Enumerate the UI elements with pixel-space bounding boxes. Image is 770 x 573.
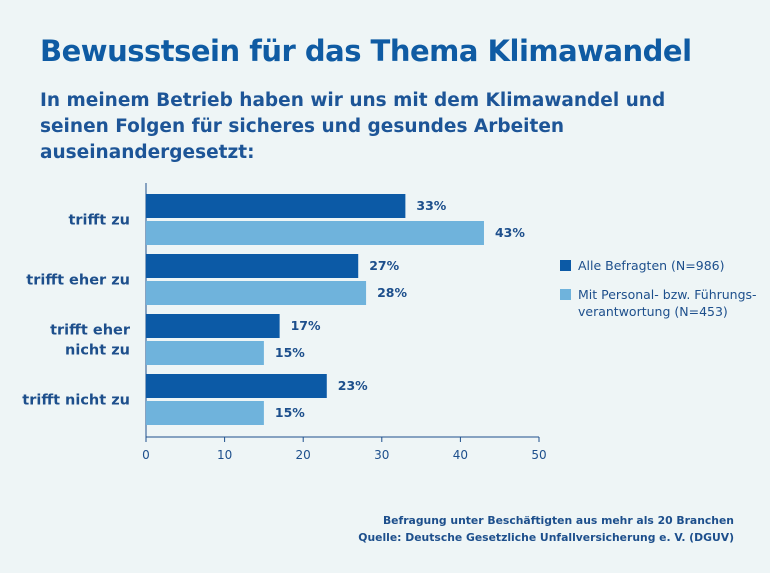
category-label: trifft eher	[50, 323, 131, 339]
bar-series-2	[146, 401, 264, 425]
legend-label-series-2-line-2: verantwortung (N=453)	[578, 304, 728, 319]
data-label: 43%	[495, 225, 525, 240]
data-label: 28%	[377, 285, 407, 300]
x-tick-label: 50	[531, 448, 546, 462]
data-label: 15%	[275, 405, 305, 420]
bar-series-1	[146, 314, 280, 338]
bar-series-2	[146, 281, 367, 305]
category-label: trifft eher zu	[26, 273, 130, 289]
legend-label-series-1: Alle Befragten (N=986)	[578, 258, 725, 273]
category-label: trifft nicht zu	[22, 393, 130, 409]
bar-series-1	[146, 254, 359, 278]
data-label: 33%	[416, 198, 446, 213]
footer-note: Befragung unter Beschäftigten aus mehr a…	[382, 514, 734, 527]
legend-swatch-series-2	[560, 289, 571, 300]
footer: Befragung unter Beschäftigten aus mehr a…	[358, 512, 734, 546]
legend-swatch-series-1	[560, 260, 571, 271]
bar-series-2	[146, 221, 484, 245]
x-tick-label: 0	[142, 448, 150, 462]
data-label: 17%	[291, 318, 321, 333]
x-tick-label: 10	[217, 448, 232, 462]
data-label: 15%	[275, 345, 305, 360]
x-tick-label: 30	[374, 448, 389, 462]
bar-series-1	[146, 374, 327, 398]
x-tick-label: 20	[296, 448, 311, 462]
legend-label-series-2-line-1: Mit Personal- bzw. Führungs-	[578, 287, 757, 302]
category-label: trifft zu	[68, 213, 130, 229]
footer-source: Quelle: Deutsche Gesetzliche Unfallversi…	[358, 531, 734, 544]
data-label: 23%	[338, 378, 368, 393]
legend: Alle Befragten (N=986) Mit Personal- bzw…	[560, 257, 760, 320]
legend-item-all-respondents: Alle Befragten (N=986)	[560, 257, 760, 274]
legend-item-management: Mit Personal- bzw. Führungs- verantwortu…	[560, 286, 760, 320]
bar-series-1	[146, 194, 406, 218]
data-label: 27%	[369, 258, 399, 273]
chart-subtitle: In meinem Betrieb haben wir uns mit dem …	[40, 90, 666, 163]
category-label: nicht zu	[65, 343, 130, 359]
chart-title: Bewusstsein für das Thema Klimawandel	[40, 34, 692, 68]
bar-series-2	[146, 341, 264, 365]
x-tick-label: 40	[453, 448, 468, 462]
